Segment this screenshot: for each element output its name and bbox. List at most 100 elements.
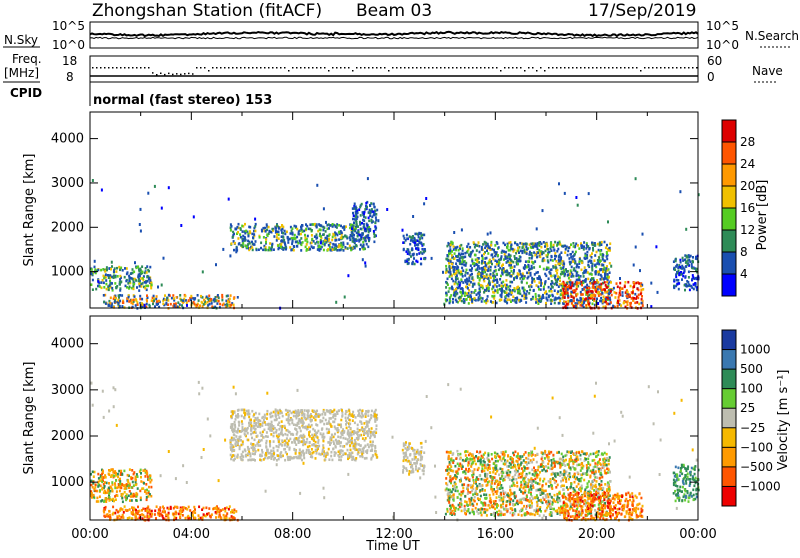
scatter-cell xyxy=(483,253,485,256)
scatter-cell xyxy=(349,441,351,444)
scatter-cell xyxy=(187,515,189,518)
scatter-cell xyxy=(449,302,451,305)
scatter-cell xyxy=(293,456,295,459)
scatter-cell xyxy=(232,423,234,426)
scatter-cell xyxy=(105,279,107,282)
scatter-speck xyxy=(377,219,379,222)
scatter-cell xyxy=(141,513,143,516)
scatter-cell xyxy=(482,287,484,290)
scatter-cell xyxy=(420,258,422,261)
scatter-cell xyxy=(242,440,244,443)
scatter-cell xyxy=(599,268,601,271)
scatter-cell xyxy=(510,275,512,278)
scatter-cell xyxy=(287,236,289,239)
scatter-cell xyxy=(571,266,573,269)
scatter-cell xyxy=(109,516,111,519)
scatter-cell xyxy=(558,302,560,305)
scatter-cell xyxy=(548,294,550,297)
scatter-cell xyxy=(410,239,412,242)
scatter-cell xyxy=(101,281,103,284)
scatter-cell xyxy=(293,415,295,418)
scatter-cell xyxy=(268,456,270,459)
scatter-cell xyxy=(133,473,135,476)
colorbar-swatch xyxy=(722,120,736,143)
scatter-cell xyxy=(234,411,236,414)
scatter-cell xyxy=(366,236,368,239)
scatter-cell xyxy=(466,269,468,272)
scatter-cell xyxy=(164,294,166,297)
scatter-cell xyxy=(185,517,187,520)
scatter-cell xyxy=(504,257,506,260)
scatter-cell xyxy=(508,293,510,296)
scatter-cell xyxy=(281,444,283,447)
scatter-cell xyxy=(253,419,255,422)
scatter-cell xyxy=(576,286,578,289)
scatter-cell xyxy=(562,272,564,275)
scatter-cell xyxy=(414,244,416,247)
scatter-cell xyxy=(543,268,545,271)
scatter-cell xyxy=(568,247,570,250)
nave-dot xyxy=(132,67,134,69)
scatter-cell xyxy=(574,262,576,265)
nave-dot xyxy=(264,67,266,69)
scatter-cell xyxy=(114,495,116,498)
scatter-cell xyxy=(256,249,258,252)
scatter-cell xyxy=(460,270,462,273)
scatter-cell xyxy=(125,495,127,498)
scatter-cell xyxy=(335,225,337,228)
scatter-cell xyxy=(318,439,320,442)
scatter-cell xyxy=(198,514,200,517)
scatter-cell xyxy=(347,247,349,250)
scatter-cell xyxy=(525,297,527,300)
scatter-cell xyxy=(322,229,324,232)
scatter-cell xyxy=(598,285,600,288)
scatter-cell xyxy=(345,413,347,416)
scatter-speck xyxy=(111,261,113,264)
nave-dot xyxy=(544,70,546,72)
date-label: 17/Sep/2019 xyxy=(588,1,696,21)
scatter-cell xyxy=(362,233,364,236)
scatter-speck xyxy=(412,215,414,218)
scatter-cell xyxy=(230,448,232,451)
scatter-cell xyxy=(558,297,560,300)
scatter-cell xyxy=(636,288,638,291)
scatter-cell xyxy=(474,262,476,265)
scatter-cell xyxy=(140,476,142,479)
scatter-cell xyxy=(292,233,294,236)
scatter-cell xyxy=(695,277,697,280)
scatter-cell xyxy=(605,284,607,287)
scatter-cell xyxy=(266,413,268,416)
scatter-cell xyxy=(589,282,591,285)
scatter-cell xyxy=(135,509,137,512)
scatter-cell xyxy=(504,284,506,287)
scatter-cell xyxy=(270,412,272,415)
nave-dot xyxy=(484,67,486,69)
nave-dot xyxy=(592,67,594,69)
scatter-cell xyxy=(560,294,562,297)
nave-dot xyxy=(200,67,202,69)
cpid-text: normal (fast stereo) 153 xyxy=(93,93,272,108)
scatter-cell xyxy=(97,269,99,272)
scatter-cell xyxy=(115,498,117,501)
scatter-cell xyxy=(417,261,419,264)
scatter-cell xyxy=(129,499,131,502)
scatter-speck xyxy=(144,304,146,307)
scatter-cell xyxy=(352,419,354,422)
scatter-cell xyxy=(523,243,525,246)
scatter-cell xyxy=(111,488,113,491)
scatter-cell xyxy=(91,273,93,276)
scatter-cell xyxy=(359,455,361,458)
scatter-cell xyxy=(272,415,274,418)
scatter-cell xyxy=(524,264,526,267)
scatter-cell xyxy=(453,270,455,273)
scatter-cell xyxy=(370,414,372,417)
nave-dot xyxy=(588,67,590,69)
scatter-cell xyxy=(124,505,126,508)
scatter-cell xyxy=(564,273,566,276)
scatter-cell xyxy=(555,280,557,283)
scatter-cell xyxy=(551,249,553,252)
scatter-cell xyxy=(115,270,117,273)
scatter-cell xyxy=(603,267,605,270)
scatter-cell xyxy=(250,422,252,425)
